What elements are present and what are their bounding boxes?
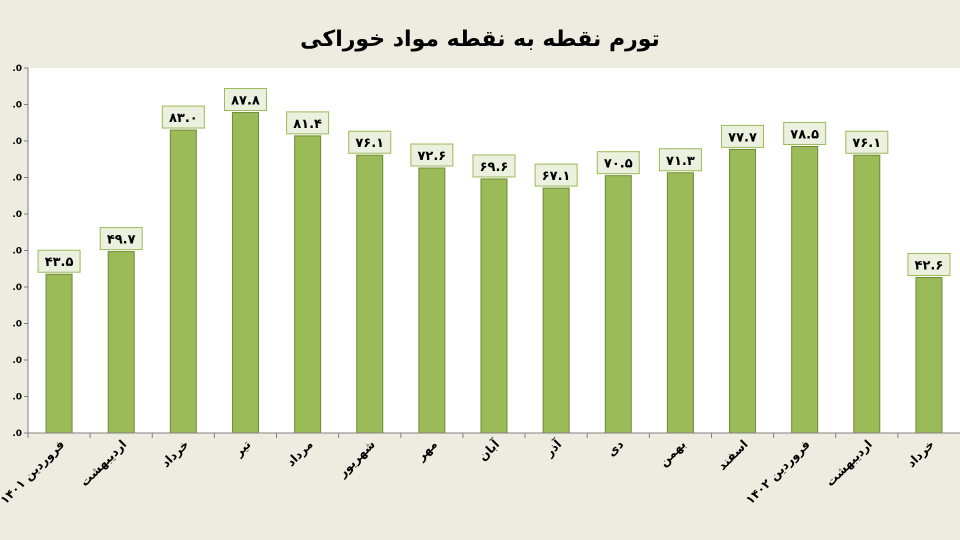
y-tick-label: .0: [12, 64, 22, 74]
bar: [45, 273, 73, 434]
y-tick-label: .0: [12, 429, 22, 439]
bar: [915, 277, 943, 434]
bar: [294, 135, 322, 434]
data-label-box: [534, 163, 578, 187]
bar: [729, 148, 757, 434]
data-label: ۷۷.۷: [728, 130, 757, 145]
data-label: ۴۳.۵: [45, 255, 74, 270]
y-tick-label: .0: [12, 210, 22, 220]
data-label: ۴۹.۷: [107, 233, 136, 248]
bar: [107, 251, 135, 434]
data-label: ۷۶.۱: [355, 136, 384, 151]
bar: [169, 129, 197, 434]
data-label-box: [596, 151, 640, 175]
bar: [666, 172, 694, 434]
y-tick-label: .0: [12, 137, 22, 147]
bar: [542, 187, 570, 434]
data-label: ۷۱.۳: [666, 154, 695, 169]
data-label: ۸۳.۰: [169, 111, 198, 126]
y-tick-label: .0: [12, 393, 22, 403]
data-label: ۷۶.۱: [852, 136, 881, 151]
bar: [231, 112, 259, 434]
data-labels-group: ۴۳.۵ ۴۹.۷ ۸۳.۰ ۸۷.۸ ۸۱.۴ ۷۶.۱ ۷۲.۶ ۶۹.۶ ۶۷.۱ ۷۰.۵…: [37, 88, 951, 277]
data-label-box: [783, 121, 827, 145]
data-label-box: [286, 111, 330, 135]
y-tick-label: .0: [12, 320, 22, 330]
data-label-box: [99, 227, 143, 251]
data-label-box: [37, 249, 81, 273]
data-label-box: [907, 253, 951, 277]
data-label-box: [223, 88, 267, 112]
data-label: ۶۷.۱: [542, 169, 571, 184]
bar: [791, 145, 819, 434]
data-label: ۸۱.۴: [293, 117, 322, 132]
bar: [853, 154, 881, 434]
data-label: ۷۲.۶: [417, 149, 446, 164]
y-tick-label: .0: [12, 174, 22, 184]
bar: [418, 167, 446, 434]
data-label-box: [845, 130, 889, 154]
data-label-box: [410, 143, 454, 167]
data-label: ۶۹.۶: [480, 160, 509, 175]
y-axis: .0 .0 .0 .0 .0 .0 .0 .0 .0 .0 .0: [12, 64, 29, 439]
data-label-box: [348, 130, 392, 154]
bar: [356, 154, 384, 434]
chart-title: تورم نقطه به نقطه مواد خوراکی: [300, 27, 660, 52]
y-tick-label: .0: [12, 356, 22, 366]
data-label-box: [721, 124, 765, 148]
data-label-box: [161, 105, 205, 129]
data-label: ۴۲.۶: [915, 259, 944, 274]
data-label: ۷۸.۵: [790, 127, 819, 142]
data-label: ۸۷.۸: [231, 94, 260, 109]
data-label-box: [472, 154, 516, 178]
bars-group: [45, 112, 943, 434]
y-tick-label: .0: [12, 101, 22, 111]
data-label-box: [658, 148, 702, 172]
data-label: ۷۰.۵: [604, 157, 633, 172]
y-tick-label: .0: [12, 283, 22, 293]
bar: [604, 175, 632, 434]
bar: [480, 178, 508, 434]
y-tick-label: .0: [12, 247, 22, 257]
